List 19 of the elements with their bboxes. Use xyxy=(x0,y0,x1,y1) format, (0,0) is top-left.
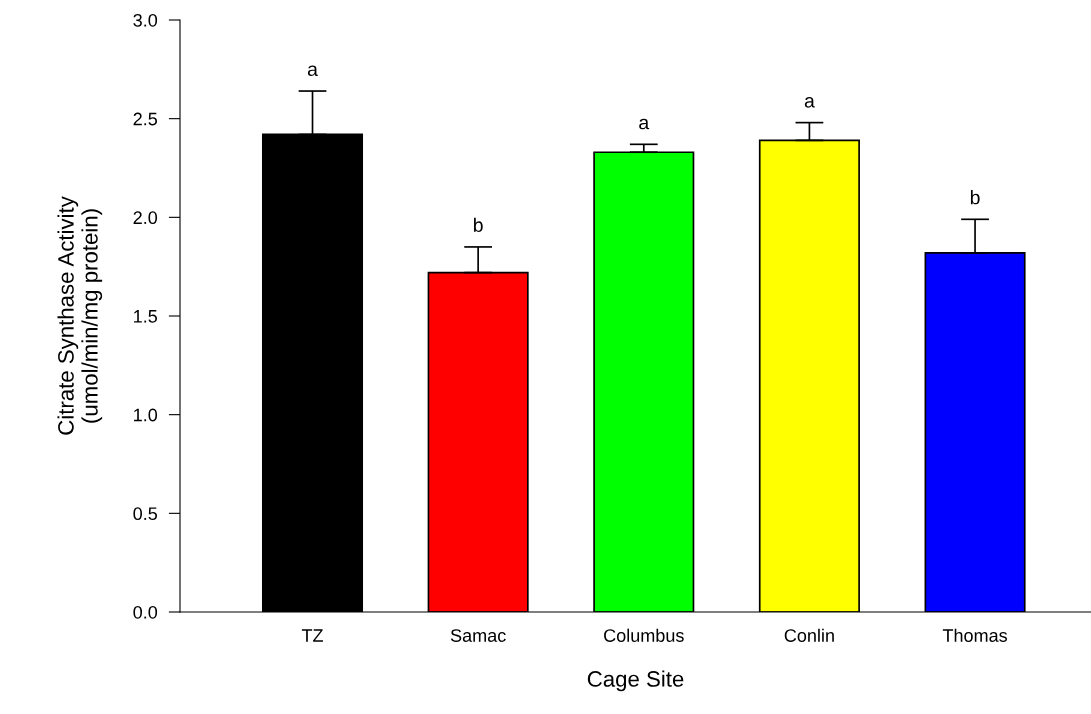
annotation: b xyxy=(473,217,483,232)
annotation: b xyxy=(970,190,980,205)
annotation: a xyxy=(639,118,650,130)
x-tick-label: Columbus xyxy=(604,628,684,642)
x-axis-title: Cage Site xyxy=(587,670,684,692)
y-tick-label: 1.0 xyxy=(134,408,158,422)
y-tick-label: 1.5 xyxy=(134,310,158,323)
y-tick-label: 2.0 xyxy=(133,211,158,225)
x-tick-label: TZ xyxy=(301,629,323,642)
annotation: a xyxy=(307,65,318,77)
annotation: a xyxy=(804,97,815,108)
y-tick-label: 3.0 xyxy=(133,13,158,27)
y-tick-label: 0.5 xyxy=(133,507,158,521)
x-tick-label: Conlin xyxy=(784,628,834,642)
y-tick-label: 2.5 xyxy=(133,112,158,126)
x-tick-label: Thomas xyxy=(942,628,1008,642)
y-axis-title: Citrate Synthase Activity (umol/min/mg protein) xyxy=(57,196,103,435)
x-tick-label: Samac xyxy=(450,629,506,642)
y-tick-label: 0.0 xyxy=(133,605,158,619)
